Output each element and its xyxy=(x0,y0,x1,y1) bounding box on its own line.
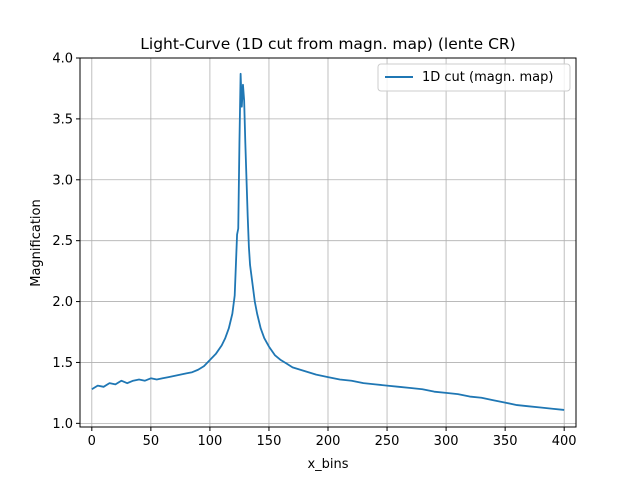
grid-lines xyxy=(80,57,576,427)
x-tick-label: 300 xyxy=(434,434,459,449)
y-tick-label: 2.5 xyxy=(52,234,73,249)
x-tick-label: 200 xyxy=(316,434,341,449)
legend: 1D cut (magn. map) xyxy=(377,63,571,92)
y-tick-label: 1.0 xyxy=(52,417,73,432)
y-tick-label: 4.0 xyxy=(52,52,73,67)
x-ticks: 0 50 100 150 200 250 300 350 400 xyxy=(88,427,577,449)
y-tick-label: 3.5 xyxy=(52,112,73,127)
x-tick-label: 150 xyxy=(257,434,282,449)
x-tick-label: 100 xyxy=(197,434,222,449)
x-tick-label: 400 xyxy=(552,434,577,449)
x-tick-label: 250 xyxy=(375,434,400,449)
x-axis-label: x_bins xyxy=(307,457,348,472)
y-tick-label: 1.5 xyxy=(52,356,73,371)
y-tick-label: 3.0 xyxy=(52,173,73,188)
legend-label: 1D cut (magn. map) xyxy=(422,70,553,85)
x-tick-label: 50 xyxy=(143,434,160,449)
chart-title: Light-Curve (1D cut from magn. map) (len… xyxy=(140,35,515,53)
x-tick-label: 350 xyxy=(493,434,518,449)
y-axis-label: Magnification xyxy=(29,199,44,287)
y-tick-label: 2.0 xyxy=(52,295,73,310)
series-line xyxy=(91,72,565,411)
y-ticks: 1.0 1.5 2.0 2.5 3.0 3.5 4.0 xyxy=(52,52,80,432)
series-layer xyxy=(91,72,565,411)
legend-box xyxy=(377,63,571,92)
x-tick-label: 0 xyxy=(88,434,96,449)
